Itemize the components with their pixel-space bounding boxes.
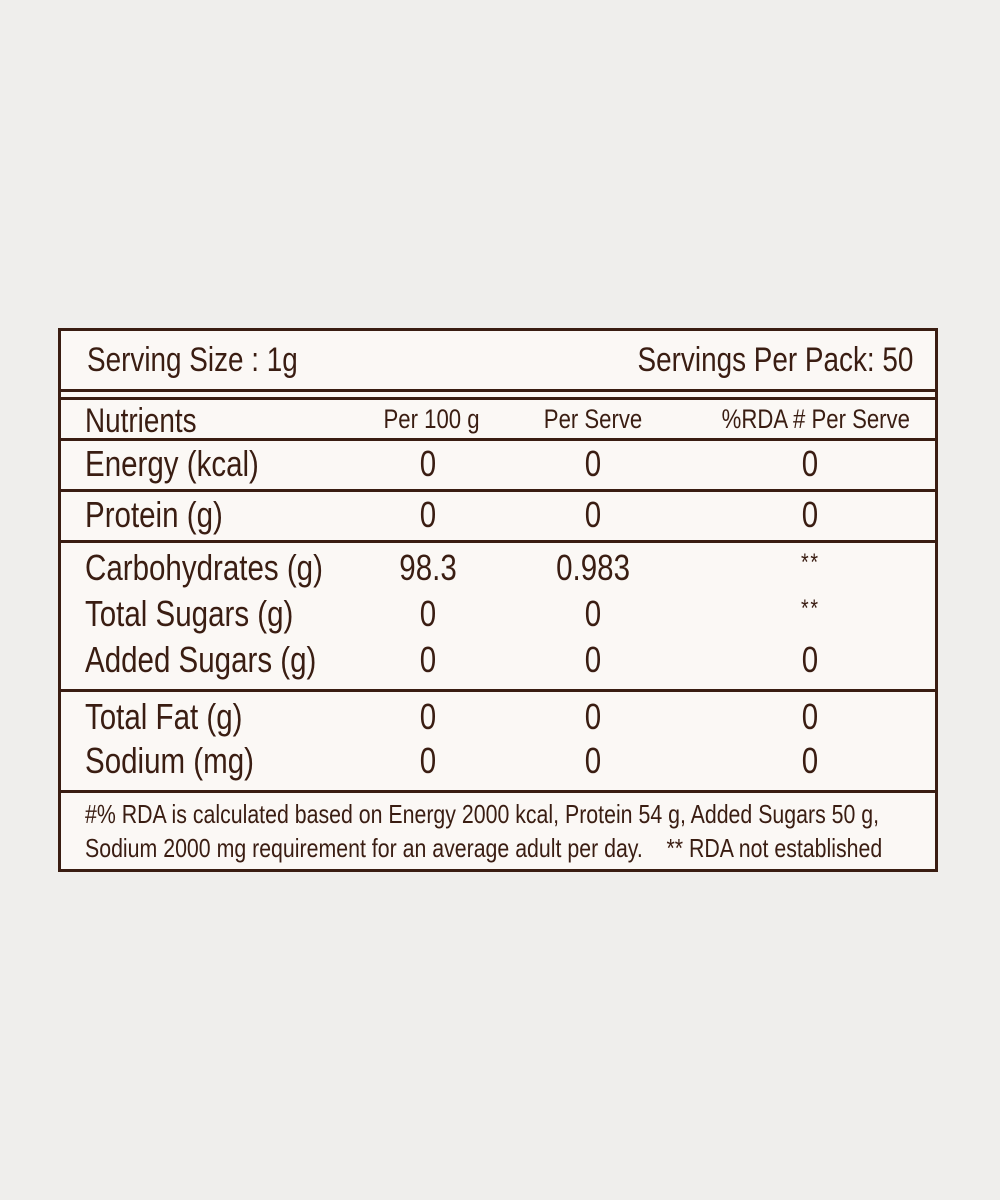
row-group-carbohydrates: Carbohydrates (g) 98.3 0.983 ** Total Su… bbox=[61, 543, 935, 692]
table-header: Nutrients Per 100 g Per Serve %RDA # Per… bbox=[61, 400, 935, 441]
value-per-100g: 0 bbox=[419, 494, 437, 535]
header-divider bbox=[61, 392, 935, 400]
value-per-serve: 0.983 bbox=[556, 547, 630, 588]
table-row: Sodium (mg) 0 0 0 bbox=[61, 740, 935, 786]
value-per-serve: 0 bbox=[584, 639, 602, 680]
value-rda: 0 bbox=[801, 696, 819, 737]
footnote-line-2: Sodium 2000 mg requirement for an averag… bbox=[85, 833, 883, 863]
value-per-100g: 0 bbox=[419, 740, 437, 781]
table-row: Added Sugars (g) 0 0 0 bbox=[61, 639, 935, 685]
nutrient-name: Energy (kcal) bbox=[85, 443, 259, 484]
column-header-rda: %RDA # Per Serve bbox=[721, 404, 910, 434]
servings-per-pack: Servings Per Pack: 50 bbox=[637, 341, 913, 379]
value-per-100g: 98.3 bbox=[399, 547, 457, 588]
value-per-serve: 0 bbox=[584, 696, 602, 737]
nutrient-name: Total Sugars (g) bbox=[85, 593, 294, 634]
value-rda: ** bbox=[800, 595, 820, 622]
value-per-serve: 0 bbox=[584, 740, 602, 781]
value-per-100g: 0 bbox=[419, 443, 437, 484]
row-group-fat-sodium: Total Fat (g) 0 0 0 Sodium (mg) 0 0 0 bbox=[61, 692, 935, 793]
table-row: Total Fat (g) 0 0 0 bbox=[61, 696, 935, 742]
value-per-100g: 0 bbox=[419, 696, 437, 737]
table-row: Carbohydrates (g) 98.3 0.983 ** bbox=[61, 547, 935, 593]
nutrient-name: Carbohydrates (g) bbox=[85, 547, 323, 588]
value-rda: 0 bbox=[801, 494, 819, 535]
value-rda: 0 bbox=[801, 639, 819, 680]
rda-footnote: #% RDA is calculated based on Energy 200… bbox=[85, 797, 935, 865]
row-group-protein: Protein (g) 0 0 0 bbox=[61, 492, 935, 543]
table-row: Total Sugars (g) 0 0 ** bbox=[61, 593, 935, 639]
nutrient-name: Total Fat (g) bbox=[85, 696, 243, 737]
value-per-100g: 0 bbox=[419, 639, 437, 680]
serving-size: Serving Size : 1g bbox=[87, 341, 298, 379]
nutrient-name: Added Sugars (g) bbox=[85, 639, 317, 680]
column-header-per-100g: Per 100 g bbox=[383, 404, 480, 434]
nutrient-name: Sodium (mg) bbox=[85, 740, 254, 781]
table-row: Protein (g) 0 0 0 bbox=[61, 494, 935, 540]
column-header-per-serve: Per Serve bbox=[543, 404, 643, 434]
value-rda: ** bbox=[800, 549, 820, 576]
value-per-100g: 0 bbox=[419, 593, 437, 634]
nutrient-name: Protein (g) bbox=[85, 494, 223, 535]
value-per-serve: 0 bbox=[584, 593, 602, 634]
value-rda: 0 bbox=[801, 740, 819, 781]
value-per-serve: 0 bbox=[584, 494, 602, 535]
row-group-energy: Energy (kcal) 0 0 0 bbox=[61, 441, 935, 492]
table-row: Energy (kcal) 0 0 0 bbox=[61, 443, 935, 489]
value-rda: 0 bbox=[801, 443, 819, 484]
value-per-serve: 0 bbox=[584, 443, 602, 484]
footnote-line-1: #% RDA is calculated based on Energy 200… bbox=[85, 799, 880, 829]
column-header-nutrients: Nutrients bbox=[85, 402, 197, 440]
serving-header: Serving Size : 1g Servings Per Pack: 50 bbox=[61, 331, 935, 392]
nutrition-facts-label: Serving Size : 1g Servings Per Pack: 50 … bbox=[58, 328, 938, 872]
